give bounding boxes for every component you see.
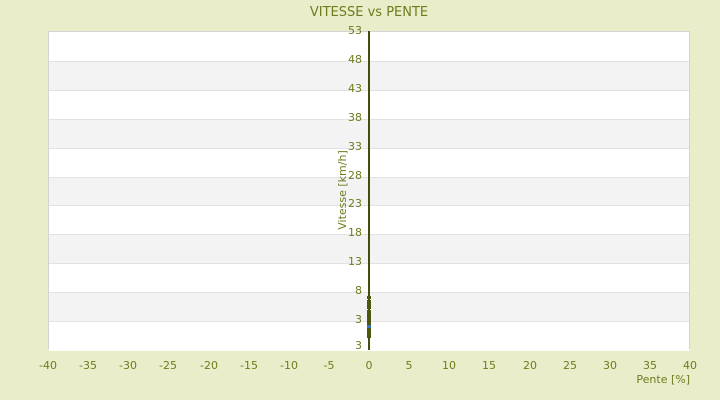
vitesse-points	[367, 306, 371, 309]
vitesse-points	[367, 300, 371, 303]
y-tick-label: 8	[355, 284, 362, 297]
y-axis-end-label: 3	[355, 339, 362, 352]
x-tick-label: 40	[683, 359, 697, 372]
y-tick-label: 18	[348, 226, 362, 239]
y-tick-label: 28	[348, 169, 362, 182]
vitesse-points	[367, 317, 371, 320]
y-tick-label: 43	[348, 82, 362, 95]
x-tick-label: 5	[405, 359, 413, 372]
x-tick-label: -5	[323, 359, 335, 372]
y-tick-label: 38	[348, 111, 362, 124]
vitesse-points	[367, 296, 371, 299]
y-axis-line	[368, 31, 370, 350]
vitesse-points	[367, 332, 371, 335]
chart-title: VITESSE vs PENTE	[309, 5, 429, 20]
x-tick-label: 20	[523, 359, 537, 372]
vitesse-points	[367, 313, 371, 316]
x-tick-label: -20	[200, 359, 218, 372]
vitesse-points	[367, 310, 371, 313]
y-tick-label: 33	[348, 140, 362, 153]
highlight-point	[367, 325, 371, 328]
x-tick-label: -10	[280, 359, 298, 372]
vitesse-points	[367, 323, 371, 326]
vitesse-points	[367, 303, 371, 306]
x-axis-title: Pente [%]	[636, 373, 690, 386]
x-tick-label: -35	[79, 359, 97, 372]
x-tick-label: 25	[563, 359, 577, 372]
vitesse-points	[367, 328, 371, 331]
y-tick-label: 13	[348, 255, 362, 268]
x-tick-label: 0	[365, 359, 373, 372]
x-tick-label: 35	[643, 359, 657, 372]
x-tick-label: -25	[159, 359, 177, 372]
x-tick-label: -30	[119, 359, 137, 372]
vitesse-points	[367, 335, 371, 338]
y-tick-label: 23	[348, 197, 362, 210]
x-tick-label: 15	[482, 359, 496, 372]
x-tick-label: -15	[240, 359, 258, 372]
y-tick-label: 48	[348, 53, 362, 66]
x-tick-label: -40	[39, 359, 57, 372]
x-tick-label: 30	[603, 359, 617, 372]
y-tick-label: 53	[348, 24, 362, 37]
y-tick-label: 3	[355, 313, 362, 326]
x-tick-label: 10	[442, 359, 456, 372]
